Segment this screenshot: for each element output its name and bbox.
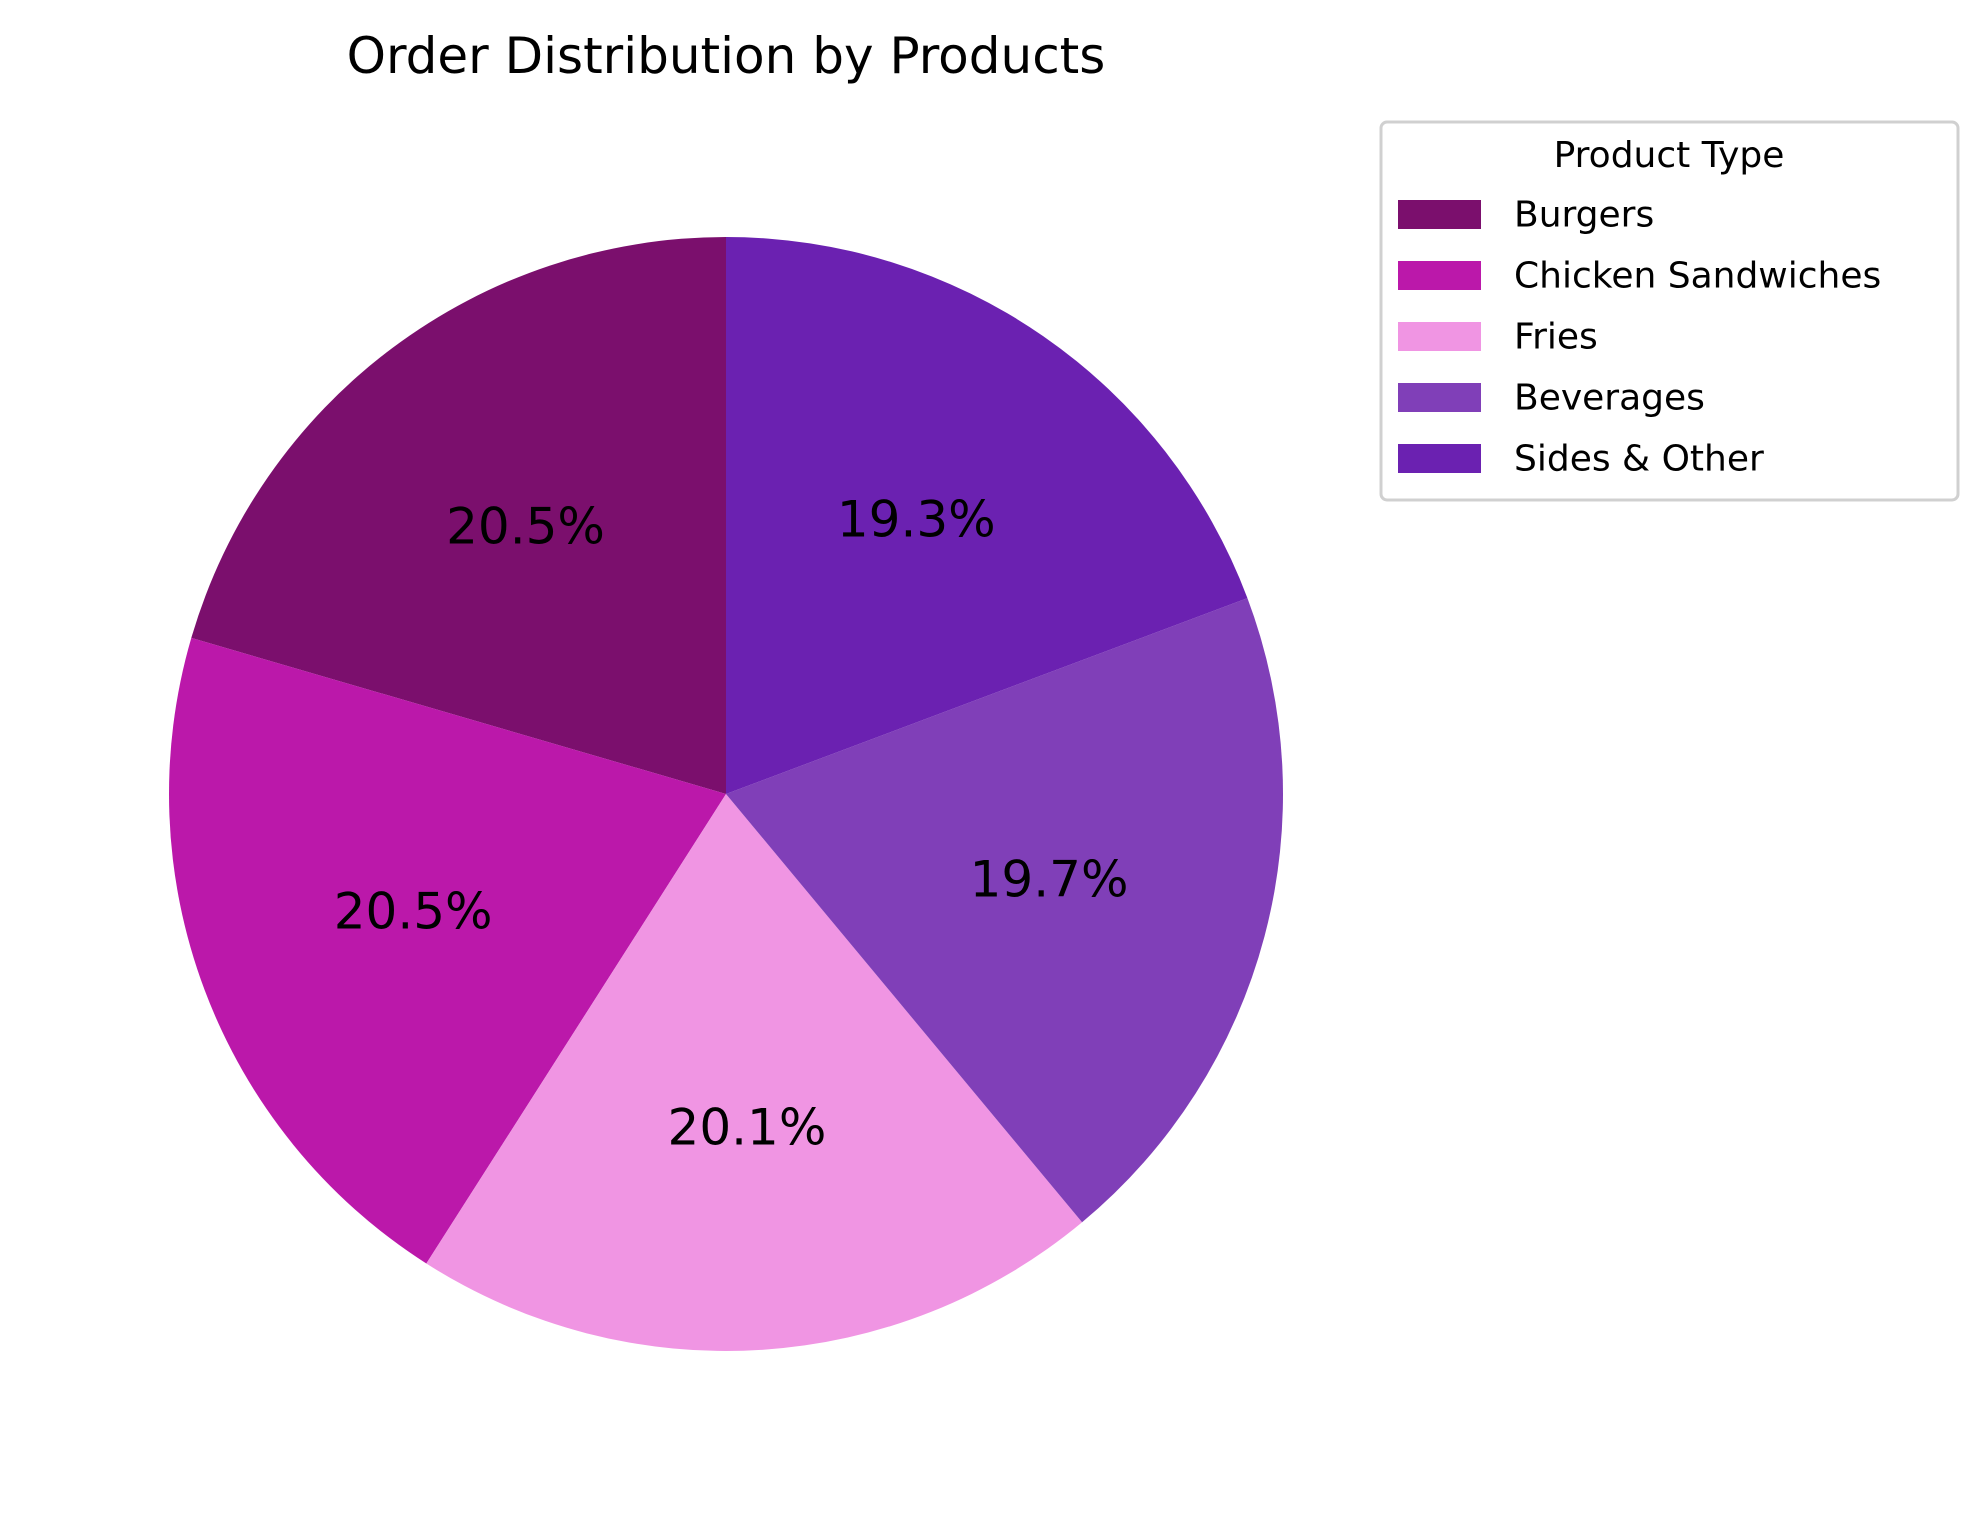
slice-label-fries: 20.1% bbox=[668, 1099, 827, 1157]
legend-swatch-beverages bbox=[1398, 383, 1481, 412]
legend-items: Burgers Chicken Sandwiches Fries Beverages S… bbox=[1398, 195, 1881, 480]
pie-slice-chicken-sandwiches bbox=[168, 637, 726, 1264]
pie-slice-burgers bbox=[191, 237, 726, 794]
legend-label-sides-and-other: Sides & Other bbox=[1514, 439, 1764, 480]
legend-title: Product Type bbox=[1554, 135, 1785, 176]
legend-label-burgers: Burgers bbox=[1514, 195, 1654, 236]
pie-slice-fries bbox=[426, 794, 1083, 1351]
legend-label-beverages: Beverages bbox=[1514, 378, 1705, 419]
legend-label-fries: Fries bbox=[1514, 317, 1598, 358]
slice-label-chicken-sandwiches: 20.5% bbox=[334, 883, 493, 941]
pie-slices bbox=[168, 237, 1283, 1351]
legend-swatch-fries bbox=[1398, 322, 1481, 351]
pie-slice-labels: 20.5% 20.5% 20.1% 19.7% 19.3% bbox=[334, 490, 1129, 1156]
legend-label-chicken-sandwiches: Chicken Sandwiches bbox=[1514, 256, 1881, 297]
legend-swatch-sides-and-other bbox=[1398, 444, 1481, 473]
slice-label-beverages: 19.7% bbox=[970, 851, 1129, 909]
slice-label-burgers: 20.5% bbox=[446, 498, 605, 556]
legend-frame bbox=[1379, 120, 1960, 502]
legend-swatch-burgers bbox=[1398, 200, 1481, 229]
pie-slice-beverages bbox=[726, 598, 1283, 1223]
pie-slice-sides-and-other bbox=[726, 237, 1248, 794]
legend: Product Type Burgers Chicken Sandwiches Fr… bbox=[1379, 120, 1960, 502]
slice-label-sides-and-other: 19.3% bbox=[837, 490, 996, 548]
chart-title: Order Distribution by Products bbox=[347, 27, 1106, 85]
legend-swatch-chicken-sandwiches bbox=[1398, 261, 1481, 290]
